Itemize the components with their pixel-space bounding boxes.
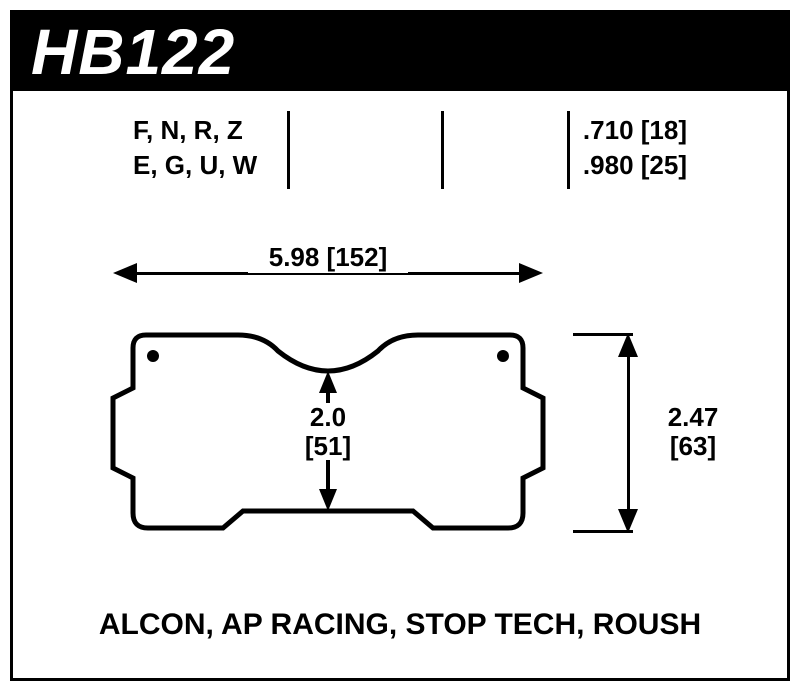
outer-height-label: 2.47 [63] [653, 403, 733, 460]
tick-mark [441, 111, 444, 189]
header-bar: HB122 [13, 13, 787, 91]
diagram-frame: HB122 F, N, R, Z E, G, U, W .710 [18] .9… [10, 10, 790, 681]
outer-height-dimension: 2.47 [63] [593, 333, 743, 533]
width-dimension: 5.98 [152] [113, 248, 543, 298]
code-line: .710 [18] [583, 113, 687, 148]
arrow-up-icon [319, 371, 337, 393]
compound-codes: F, N, R, Z E, G, U, W [133, 113, 257, 183]
arrow-down-icon [618, 509, 638, 533]
tick-mark [567, 111, 570, 189]
tick-mark [287, 111, 290, 189]
code-line: .980 [25] [583, 148, 687, 183]
dim-inches: 2.47 [653, 403, 733, 432]
width-label: 5.98 [152] [248, 242, 408, 273]
dim-mm: [63] [653, 432, 733, 461]
dim-inches: 2.0 [273, 403, 383, 432]
dimension-line [627, 351, 630, 515]
mounting-hole [147, 350, 159, 362]
mounting-hole [497, 350, 509, 362]
arrow-left-icon [113, 263, 137, 283]
thickness-codes: .710 [18] .980 [25] [583, 113, 687, 183]
code-line: F, N, R, Z [133, 113, 257, 148]
arrow-right-icon [519, 263, 543, 283]
part-number: HB122 [31, 15, 235, 89]
arrow-down-icon [319, 489, 337, 511]
code-line: E, G, U, W [133, 148, 257, 183]
inner-height-label: 2.0 [51] [273, 403, 383, 460]
arrow-up-icon [618, 333, 638, 357]
dim-mm: [51] [273, 432, 383, 461]
brand-compatibility: ALCON, AP RACING, STOP TECH, ROUSH [13, 608, 787, 642]
